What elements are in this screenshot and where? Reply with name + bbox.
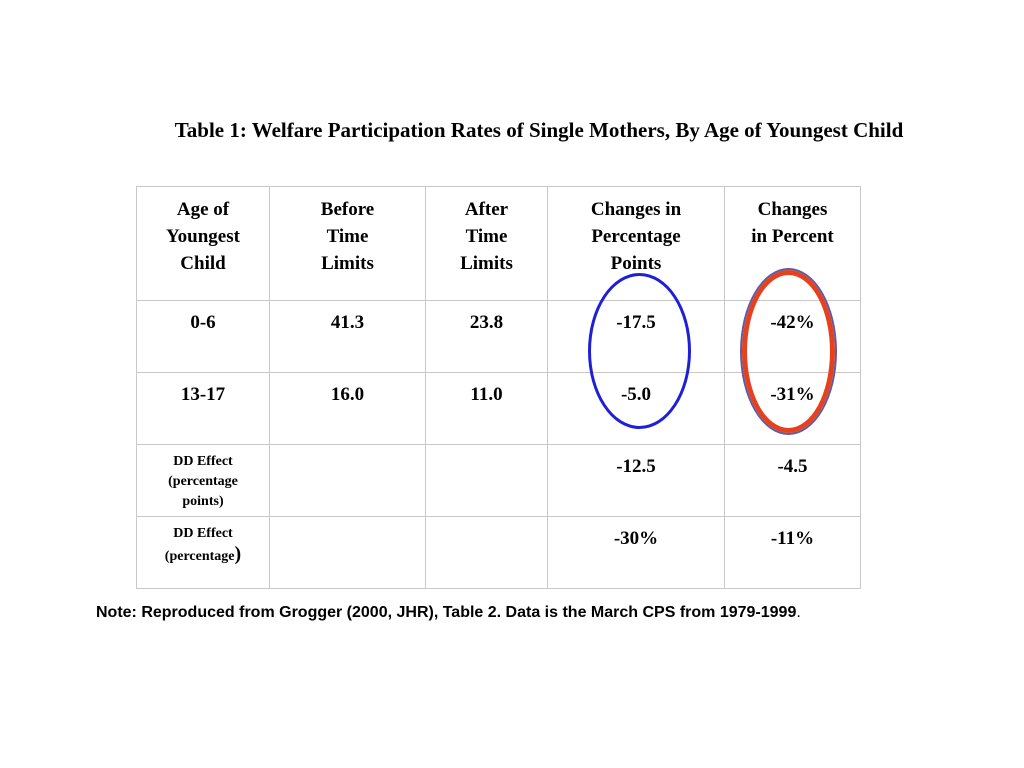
header-change-pp-line1: Changes in (590, 199, 682, 220)
header-age-line1: Age of (176, 199, 230, 220)
cell-empty (269, 444, 426, 517)
cell-before: 16.0 (269, 372, 426, 445)
dd-points-label-line3: points) (182, 494, 224, 509)
welfare-participation-table: Age of Youngest Child Before Time Limits… (136, 186, 861, 589)
cell-after: 11.0 (425, 372, 548, 445)
cell-after: 23.8 (425, 300, 548, 373)
dd-effect-points-label: DD Effect (percentage points) (136, 444, 270, 517)
source-note-period: . (796, 604, 801, 621)
header-age-line2: Youngest (166, 226, 240, 247)
cell-age: 13-17 (136, 372, 270, 445)
dd-points-label-line1: DD Effect (173, 454, 233, 469)
header-age: Age of Youngest Child (136, 186, 270, 301)
cell-dd-points-change-pp: -12.5 (547, 444, 725, 517)
header-change-pct-line1: Changes (757, 199, 828, 220)
dd-effect-percentage-label: DD Effect (percentage) (136, 516, 270, 589)
cell-dd-points-change-pct: -4.5 (724, 444, 861, 517)
header-before-line1: Before (320, 199, 375, 220)
header-before: Before Time Limits (269, 186, 426, 301)
cell-dd-pct-change-pp: -30% (547, 516, 725, 589)
header-change-pp-line2: Percentage (591, 226, 681, 247)
header-age-line3: Child (180, 253, 226, 274)
table-title: Table 1: Welfare Participation Rates of … (174, 118, 904, 142)
red-highlight-ellipse (742, 270, 835, 433)
cell-dd-pct-change-pct: -11% (724, 516, 861, 589)
cell-empty (269, 516, 426, 589)
dd-points-label-line2: (percentage (168, 474, 238, 489)
header-after-line1: After (464, 199, 509, 220)
dd-effect-points-row: DD Effect (percentage points) -12.5 -4.5 (136, 444, 861, 517)
data-table-container: Age of Youngest Child Before Time Limits… (136, 186, 861, 589)
dd-effect-percentage-row: DD Effect (percentage) -30% -11% (136, 516, 861, 589)
header-before-line3: Limits (321, 253, 374, 274)
cell-age: 0-6 (136, 300, 270, 373)
blue-highlight-ellipse (588, 273, 691, 429)
dd-pct-label-paren: ) (234, 543, 242, 565)
cell-before: 41.3 (269, 300, 426, 373)
header-before-line2: Time (326, 226, 369, 247)
header-after-line2: Time (465, 226, 508, 247)
header-after-line3: Limits (460, 253, 513, 274)
dd-pct-label-line2: (percentage (164, 549, 235, 564)
header-change-pct: Changes in Percent (724, 186, 861, 301)
header-row: Age of Youngest Child Before Time Limits… (136, 186, 861, 301)
header-after: After Time Limits (425, 186, 548, 301)
source-note: Note: Reproduced from Grogger (2000, JHR… (96, 604, 801, 622)
header-change-pct-line2: in Percent (751, 226, 834, 247)
dd-pct-label-line1: DD Effect (173, 526, 233, 541)
header-change-pp-line3: Points (610, 253, 662, 274)
cell-empty (425, 516, 548, 589)
cell-empty (425, 444, 548, 517)
source-note-text: Note: Reproduced from Grogger (2000, JHR… (96, 604, 797, 621)
